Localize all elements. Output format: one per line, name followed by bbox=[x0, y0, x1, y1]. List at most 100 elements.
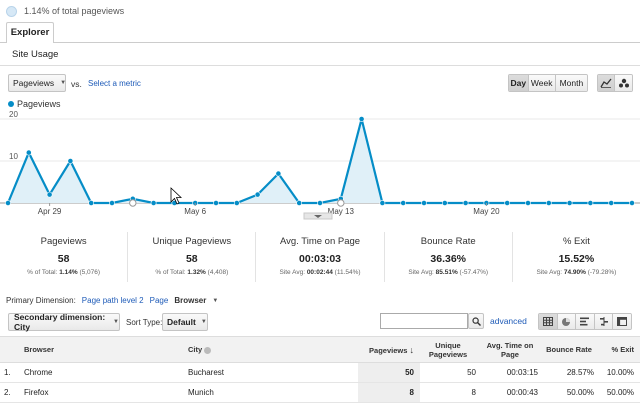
bounce-rate-cell: 28.57% bbox=[544, 362, 600, 383]
table-grid-icon bbox=[542, 317, 553, 326]
summary-value: 15.52% bbox=[558, 253, 595, 265]
range-month-button[interactable]: Month bbox=[555, 75, 587, 91]
pivot-icon bbox=[617, 317, 628, 326]
search-button[interactable] bbox=[468, 313, 484, 329]
pageviews-header[interactable]: Pageviews ↓ bbox=[358, 336, 420, 363]
summary-value: 58 bbox=[57, 253, 70, 265]
data-point[interactable] bbox=[254, 191, 261, 198]
data-point[interactable] bbox=[46, 191, 53, 198]
date-range-toggle: Day Week Month bbox=[508, 74, 588, 92]
browser-header[interactable]: Browser bbox=[18, 336, 188, 363]
data-point[interactable] bbox=[629, 200, 635, 206]
dimension-page-path-level-2[interactable]: Page path level 2 bbox=[81, 296, 144, 305]
annotation-marker[interactable] bbox=[129, 199, 137, 207]
data-point[interactable] bbox=[296, 200, 303, 206]
index-header bbox=[0, 336, 18, 363]
data-point[interactable] bbox=[545, 200, 552, 206]
remove-dimension-icon[interactable] bbox=[204, 346, 212, 354]
data-point[interactable] bbox=[109, 200, 115, 206]
motion-chart-button[interactable] bbox=[615, 75, 632, 91]
avg-time-cell: 00:00:43 bbox=[482, 382, 544, 403]
data-point[interactable] bbox=[275, 170, 282, 177]
metric-select[interactable]: Pageviews ▼ bbox=[8, 74, 66, 92]
city-cell[interactable]: Bucharest bbox=[188, 362, 358, 383]
sort-type-select[interactable]: Default ▼ bbox=[162, 313, 208, 331]
chevron-down-icon: ▼ bbox=[60, 80, 67, 86]
city-cell[interactable]: Munich bbox=[188, 382, 358, 403]
x-tick-label: May 20 bbox=[473, 207, 500, 216]
series-area bbox=[8, 119, 632, 203]
legend-label: Pageviews bbox=[17, 99, 61, 109]
exit-cell: 10.00% bbox=[600, 362, 640, 383]
view-pivot-button[interactable] bbox=[613, 314, 631, 329]
dimension-browser[interactable]: Browser bbox=[174, 296, 207, 305]
data-point[interactable] bbox=[379, 200, 386, 206]
metric-select-label: Pageviews bbox=[13, 78, 55, 88]
summary-value: 00:03:03 bbox=[298, 253, 342, 265]
summary-title: Bounce Rate bbox=[420, 236, 476, 247]
data-point[interactable] bbox=[566, 200, 573, 206]
data-point[interactable] bbox=[400, 200, 407, 206]
exit-cell: 50.00% bbox=[600, 382, 640, 403]
line-chart-button[interactable] bbox=[598, 75, 616, 91]
table-header-row: Browser City Pageviews ↓ Unique Pageview… bbox=[0, 336, 640, 363]
advanced-filter-link[interactable]: advanced bbox=[490, 316, 527, 326]
summary-title: Pageviews bbox=[40, 236, 87, 247]
exit-header[interactable]: % Exit bbox=[600, 336, 640, 363]
data-point[interactable] bbox=[525, 200, 531, 206]
avg-time-header[interactable]: Avg. Time on Page bbox=[482, 336, 544, 363]
x-tick-label: May 6 bbox=[184, 207, 206, 216]
y-tick-label: 10 bbox=[9, 152, 18, 161]
unique-pageviews-header[interactable]: Unique Pageviews bbox=[420, 336, 482, 363]
secondary-dimension-select[interactable]: Secondary dimension: City ▼ bbox=[8, 312, 120, 332]
pageviews-cell: 50 bbox=[358, 362, 420, 383]
table-row: 2. Firefox Munich 8 8 00:00:43 50.00% 50… bbox=[0, 382, 640, 403]
browser-cell[interactable]: Chrome bbox=[18, 362, 188, 383]
primary-dimension-bar: Primary Dimension: Page path level 2 Pag… bbox=[6, 296, 218, 305]
summary-unique-pageviews: Unique Pageviews 58 % of Total: 1.32% (4… bbox=[128, 232, 257, 282]
view-pie-button[interactable] bbox=[557, 314, 577, 329]
view-comparison-button[interactable] bbox=[594, 314, 614, 329]
data-point[interactable] bbox=[25, 149, 32, 156]
table-search-input[interactable] bbox=[380, 313, 468, 329]
data-point[interactable] bbox=[150, 200, 157, 206]
select-metric-link[interactable]: Select a metric bbox=[88, 79, 141, 88]
data-point[interactable] bbox=[504, 200, 511, 206]
summary-sub: Site Avg: 00:02:44 (11.54%) bbox=[279, 269, 361, 276]
tab-explorer[interactable]: Explorer bbox=[6, 22, 54, 43]
summary-bounce-rate: Bounce Rate 36.36% Site Avg: 85.51% (-57… bbox=[385, 232, 513, 282]
pageviews-chart[interactable]: 20 10 Apr 29 May 6 May 13 May 20 bbox=[0, 110, 640, 220]
data-point[interactable] bbox=[5, 200, 11, 206]
data-point[interactable] bbox=[462, 200, 469, 206]
row-index: 2. bbox=[0, 382, 18, 403]
tab-site-usage[interactable]: Site Usage bbox=[12, 49, 59, 60]
annotation-marker[interactable] bbox=[337, 199, 345, 207]
summary-title: Avg. Time on Page bbox=[279, 236, 361, 247]
data-point[interactable] bbox=[608, 200, 615, 206]
browser-cell[interactable]: Firefox bbox=[18, 382, 188, 403]
range-day-button[interactable]: Day bbox=[509, 75, 529, 91]
data-point[interactable] bbox=[421, 200, 427, 206]
y-tick-label: 20 bbox=[9, 110, 18, 119]
legend-marker bbox=[8, 101, 14, 107]
data-point[interactable] bbox=[441, 200, 448, 206]
view-data-table-button[interactable] bbox=[539, 314, 558, 329]
data-point[interactable] bbox=[587, 200, 594, 206]
data-point[interactable] bbox=[213, 200, 219, 206]
data-point[interactable] bbox=[358, 116, 365, 122]
summary-pageviews: Pageviews 58 % of Total: 1.14% (5,076) bbox=[0, 232, 129, 282]
tab-divider bbox=[0, 42, 640, 43]
data-point[interactable] bbox=[233, 200, 240, 206]
data-point[interactable] bbox=[317, 200, 323, 206]
data-point[interactable] bbox=[88, 200, 95, 206]
city-header[interactable]: City bbox=[188, 336, 358, 363]
chart-type-toggle bbox=[597, 74, 633, 92]
view-performance-button[interactable] bbox=[576, 314, 595, 329]
bounce-rate-header[interactable]: Bounce Rate bbox=[544, 336, 600, 363]
table-view-toggle bbox=[538, 313, 632, 330]
unique-pageviews-cell: 50 bbox=[420, 362, 482, 383]
data-point[interactable] bbox=[67, 158, 74, 164]
range-week-button[interactable]: Week bbox=[528, 75, 556, 91]
data-table: Browser City Pageviews ↓ Unique Pageview… bbox=[0, 336, 640, 403]
dimension-page[interactable]: Page bbox=[149, 296, 169, 305]
